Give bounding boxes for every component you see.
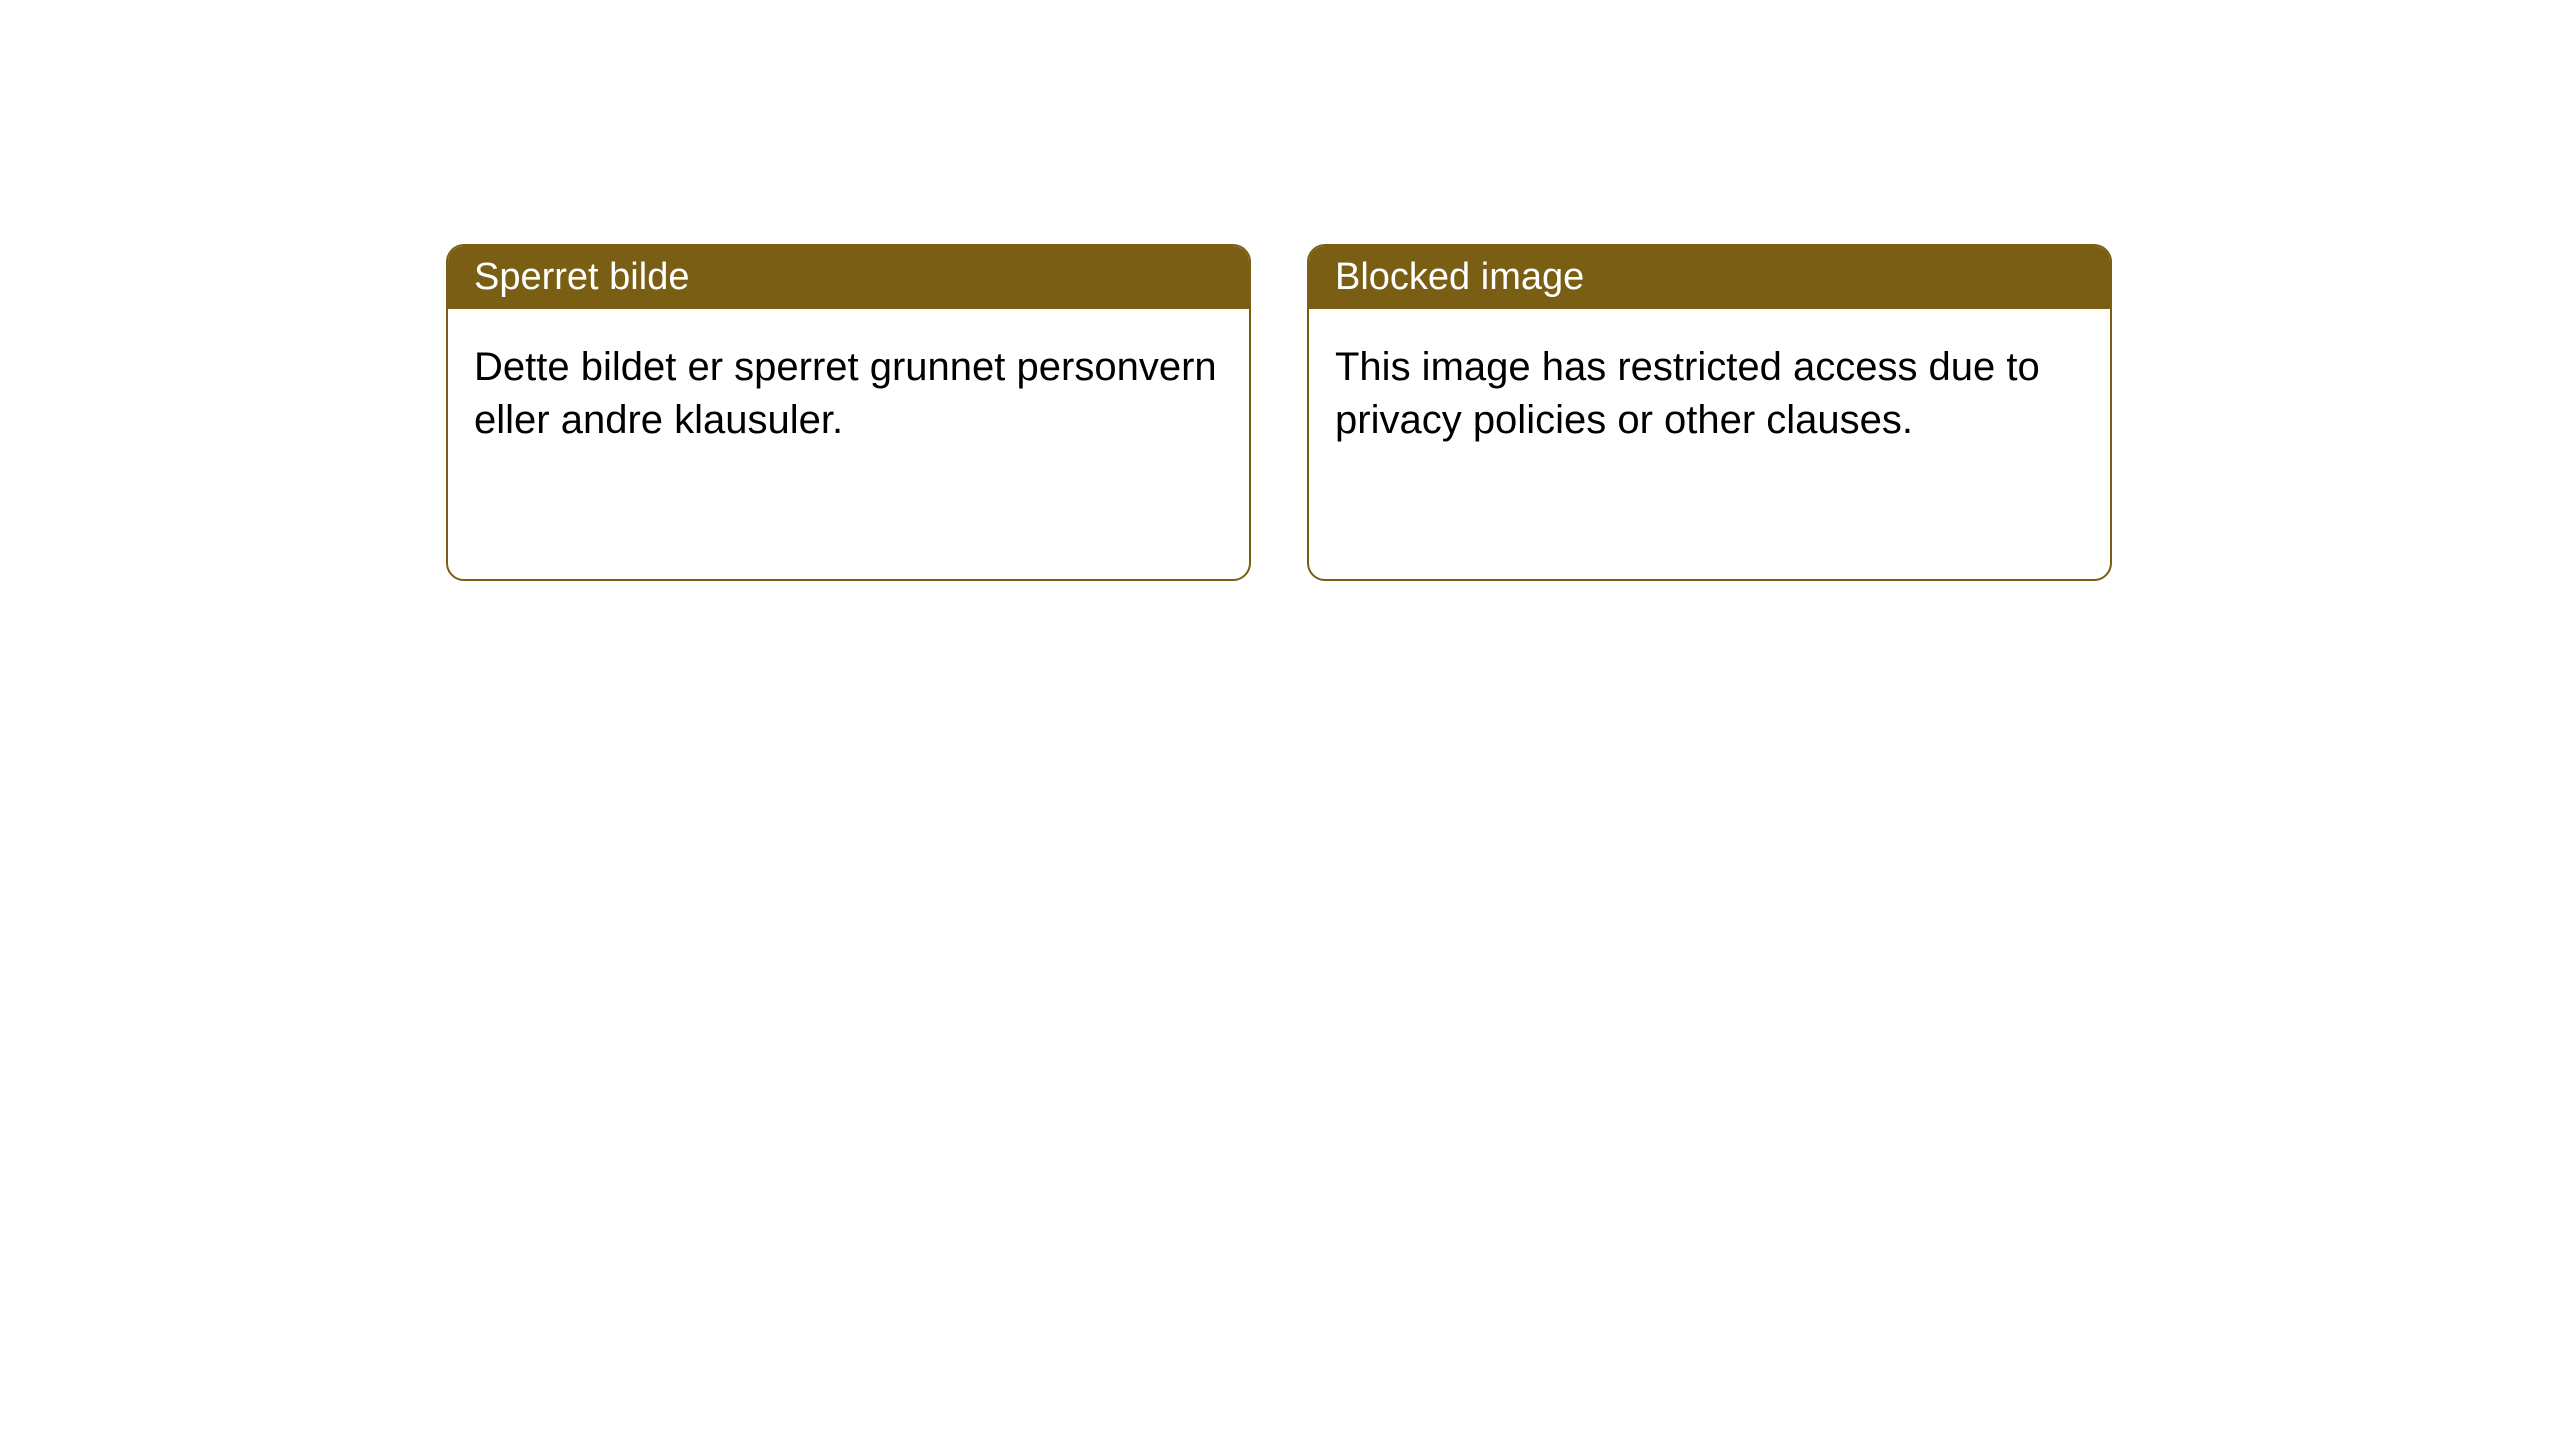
notice-title-norwegian: Sperret bilde — [448, 246, 1249, 309]
notice-body-norwegian: Dette bildet er sperret grunnet personve… — [448, 309, 1249, 579]
notice-card-english: Blocked image This image has restricted … — [1307, 244, 2112, 581]
notice-container: Sperret bilde Dette bildet er sperret gr… — [446, 244, 2112, 581]
notice-title-english: Blocked image — [1309, 246, 2110, 309]
notice-card-norwegian: Sperret bilde Dette bildet er sperret gr… — [446, 244, 1251, 581]
notice-body-english: This image has restricted access due to … — [1309, 309, 2110, 579]
